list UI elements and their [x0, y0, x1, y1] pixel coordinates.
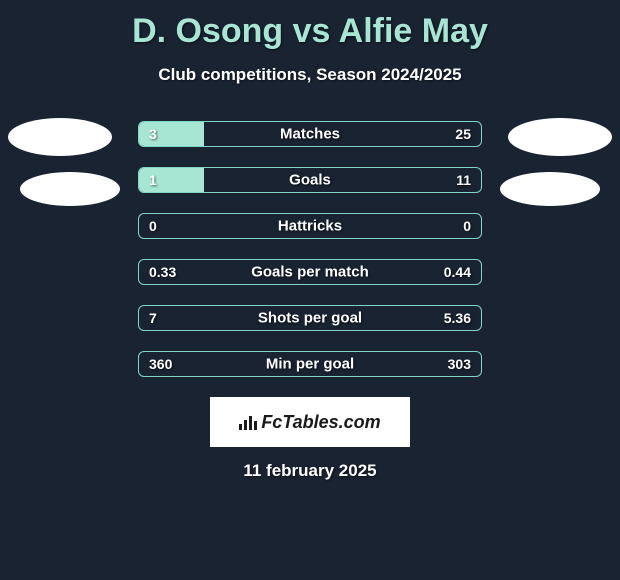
comparison-subtitle: Club competitions, Season 2024/2025: [0, 65, 620, 85]
comparison-title: D. Osong vs Alfie May: [0, 0, 620, 51]
player-right-team-avatar: [500, 172, 600, 206]
stat-right-value: 303: [448, 356, 471, 372]
stat-label: Goals per match: [139, 264, 481, 281]
stat-right-value: 5.36: [444, 310, 471, 326]
stat-row-matches: 3 Matches 25: [138, 121, 482, 147]
stat-row-goals-per-match: 0.33 Goals per match 0.44: [138, 259, 482, 285]
comparison-date: 11 february 2025: [0, 461, 620, 481]
stat-right-value: 0: [463, 218, 471, 234]
stat-row-min-per-goal: 360 Min per goal 303: [138, 351, 482, 377]
stat-label: Shots per goal: [139, 310, 481, 327]
stat-label: Min per goal: [139, 356, 481, 373]
bar-chart-icon: [239, 414, 257, 430]
stat-label: Matches: [139, 126, 481, 143]
stat-right-value: 25: [455, 126, 471, 142]
logo-text: FcTables.com: [239, 412, 380, 433]
fctables-logo[interactable]: FcTables.com: [210, 397, 410, 447]
logo-label: FcTables.com: [261, 412, 380, 433]
stat-right-value: 0.44: [444, 264, 471, 280]
player-left-avatar: [8, 118, 112, 156]
stat-right-value: 11: [456, 172, 471, 188]
stat-label: Hattricks: [139, 218, 481, 235]
stat-row-hattricks: 0 Hattricks 0: [138, 213, 482, 239]
player-right-avatar: [508, 118, 612, 156]
stat-row-goals: 1 Goals 11: [138, 167, 482, 193]
player-left-team-avatar: [20, 172, 120, 206]
stats-bars: 3 Matches 25 1 Goals 11 0 Hattricks 0 0.…: [138, 121, 482, 377]
stat-label: Goals: [139, 172, 481, 189]
stat-row-shots-per-goal: 7 Shots per goal 5.36: [138, 305, 482, 331]
